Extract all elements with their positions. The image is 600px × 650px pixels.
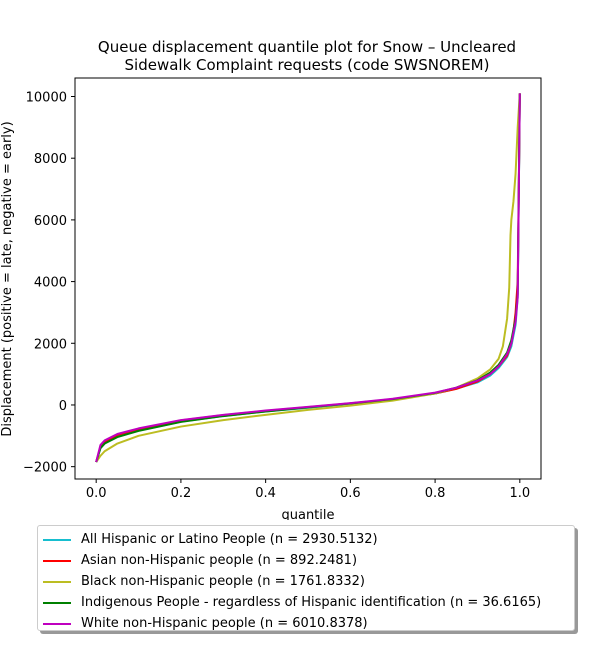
legend-swatch [43, 538, 71, 541]
chart-title-line-1: Queue displacement quantile plot for Sno… [98, 38, 516, 56]
legend-swatch [43, 601, 71, 604]
x-tick-label: 0.4 [255, 486, 276, 501]
legend-label: Asian non-Hispanic people (n = 892.2481) [81, 553, 358, 568]
x-tick-label: 0.8 [425, 486, 446, 501]
y-tick-label: 0 [59, 399, 67, 414]
y-ticks: −2000 0 2000 4000 6000 8000 10000 [23, 91, 75, 476]
legend-swatch [43, 622, 71, 625]
y-tick-label: 4000 [34, 276, 67, 291]
legend-item: White non-Hispanic people (n = 6010.8378… [38, 613, 574, 634]
y-tick-label: 8000 [34, 152, 67, 167]
x-tick-label: 1.0 [509, 486, 530, 501]
legend: All Hispanic or Latino People (n = 2930.… [37, 525, 575, 631]
legend-label: Black non-Hispanic people (n = 1761.8332… [81, 574, 365, 589]
legend-item: Indigenous People - regardless of Hispan… [38, 592, 574, 613]
y-axis-label: Displacement (positive = late, negative … [0, 121, 15, 436]
series-layer [95, 93, 521, 463]
legend-item: All Hispanic or Latino People (n = 2930.… [38, 529, 574, 550]
x-axis-label: quantile [281, 508, 334, 520]
legend-swatch [43, 559, 71, 562]
y-tick-label: −2000 [23, 461, 67, 476]
x-ticks: 0.0 0.2 0.4 0.6 0.8 1.0 [86, 479, 530, 501]
y-tick-label: 2000 [34, 337, 67, 352]
x-tick-label: 0.6 [340, 486, 361, 501]
legend-swatch [43, 580, 71, 583]
plot-frame [74, 77, 542, 480]
series-line-4 [95, 93, 521, 463]
chart-title-line-2: Sidewalk Complaint requests (code SWSNOR… [125, 56, 490, 74]
y-tick-label: 10000 [26, 91, 67, 106]
legend-label: White non-Hispanic people (n = 6010.8378… [81, 616, 368, 631]
y-tick-label: 6000 [34, 214, 67, 229]
legend-item: Asian non-Hispanic people (n = 892.2481) [38, 550, 574, 571]
legend-label: All Hispanic or Latino People (n = 2930.… [81, 532, 378, 547]
chart-canvas: Queue displacement quantile plot for Sno… [0, 38, 542, 520]
legend-label: Indigenous People - regardless of Hispan… [81, 595, 542, 610]
legend-item: Black non-Hispanic people (n = 1761.8332… [38, 571, 574, 592]
x-tick-label: 0.2 [171, 486, 192, 501]
x-tick-label: 0.0 [86, 486, 107, 501]
